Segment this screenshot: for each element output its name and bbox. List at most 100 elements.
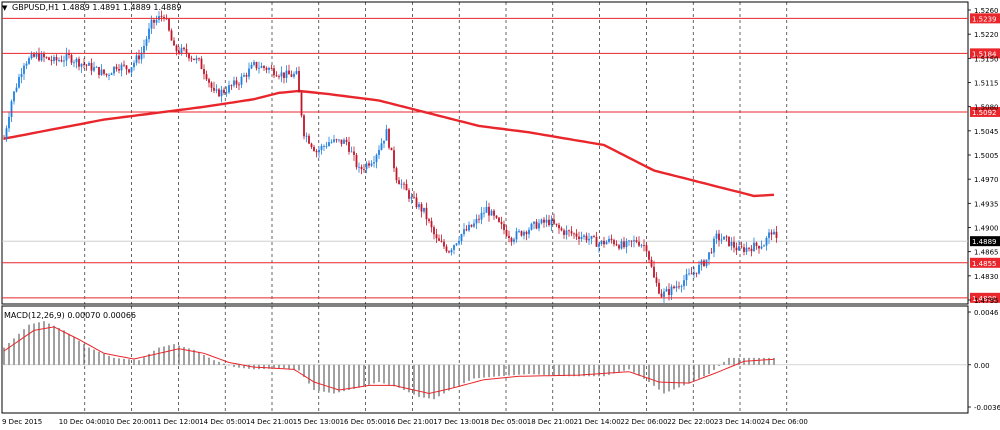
macd-histogram-bar [208,357,210,365]
macd-histogram-bar [318,364,320,391]
candle-body [18,77,20,88]
candle-body [573,233,575,235]
candle-body [673,286,675,288]
candle-body [25,63,28,66]
level-price-label: 1.4800 [972,295,997,303]
candle-body [273,68,275,76]
candle-body [408,190,410,199]
candle-body [660,293,663,297]
macd-signal-line [3,326,775,395]
macd-histogram-bar [548,364,550,376]
candle-body [518,231,520,232]
candle-body [73,62,75,64]
candle-body [600,240,603,244]
candle-body [28,58,30,64]
candle-body [328,142,330,146]
candle-body [88,63,90,66]
macd-histogram-bar [628,364,630,370]
candle-body [753,242,755,252]
candle-body [373,162,375,164]
candle-body [593,236,595,237]
macd-histogram-bar [173,344,175,365]
candle-body [278,76,280,78]
macd-histogram-bar [378,364,380,382]
candle-body [433,227,435,235]
candle-body [248,68,250,77]
macd-histogram-bar [508,364,510,376]
symbol-info-label: GBPUSD,H1 1.4889 1.4891 1.4889 1.4889 [4,3,181,12]
macd-histogram-bar [393,364,395,387]
candle-body [630,240,633,242]
candle-body [198,58,200,60]
candle-body [218,89,220,97]
candle-body [115,66,118,69]
macd-histogram-bar [648,364,650,382]
candle-body [10,101,13,117]
collapse-triangle-icon[interactable]: ▼ [2,4,8,12]
macd-histogram-bar [288,364,290,369]
candle-body [553,219,555,224]
macd-histogram-bar [348,364,350,391]
macd-histogram-bar [368,364,370,385]
candle-body [163,16,165,19]
candle-body [133,62,135,68]
candle-body [643,245,645,246]
macd-histogram-bar [48,323,50,365]
candle-body [413,196,415,198]
candle-body [43,53,45,58]
macd-histogram-bar [358,364,360,388]
candle-body [58,60,60,61]
macd-histogram-bar [498,364,500,377]
candle-body [95,66,98,68]
macd-histogram-bar [553,364,555,376]
macd-histogram-bar [643,364,645,379]
candle-body [563,230,565,235]
macd-histogram-bar [773,357,775,365]
candle-body [103,69,105,74]
price-axis-label: 1.5115 [974,80,999,88]
candle-body [603,240,605,245]
candle-body [645,245,648,252]
macd-histogram-bar [543,364,545,375]
candle-body [340,139,343,144]
candle-body [393,150,395,169]
macd-histogram-bar [763,357,765,365]
macd-histogram-bar [558,364,560,376]
candle-body [483,212,485,214]
candle-body [610,238,613,241]
macd-histogram-bar [408,364,410,393]
macd-histogram-bar [213,360,215,365]
macd-histogram-bar [613,364,615,374]
price-axis-label: 1.4830 [974,273,999,281]
macd-histogram-bar [203,355,205,365]
time-axis-label: 21 Dec 14:00 [574,418,621,426]
candle-body [523,231,525,236]
candle-body [33,54,35,57]
time-axis-label: 16 Dec 21:00 [386,418,433,426]
macd-histogram-bar [98,351,100,365]
candle-body [495,215,498,218]
macd-axis-label: 0.00 [974,362,990,370]
candle-body [510,238,513,242]
candle-body [748,247,750,249]
horizontal-levels-layer[interactable]: 1.5239 1.5184 1.5092 1.4855 1.4800 [2,13,1000,303]
macd-histogram-bar [28,324,30,365]
candle-body [745,247,748,252]
candle-body [770,232,773,235]
candle-body [438,238,440,241]
candle-body [93,67,95,71]
macd-histogram-bar [68,333,70,365]
candle-body [90,63,93,71]
candle-body [195,58,198,60]
candle-body [155,19,158,23]
candle-body [355,154,358,168]
candle-body [435,234,438,239]
candle-body [35,53,38,57]
candle-body [520,231,523,236]
candle-body [505,229,508,236]
candle-body [290,74,293,77]
candle-body [578,236,580,240]
macd-histogram-bar [603,364,605,377]
